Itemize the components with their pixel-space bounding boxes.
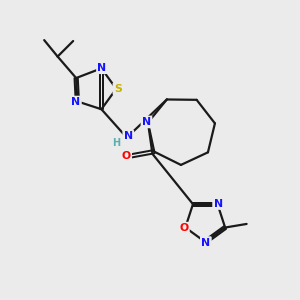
- Text: H: H: [112, 138, 120, 148]
- Text: N: N: [201, 238, 210, 248]
- Text: N: N: [142, 117, 151, 127]
- Text: S: S: [114, 84, 122, 94]
- Text: O: O: [122, 151, 131, 161]
- Text: N: N: [98, 63, 106, 73]
- Text: N: N: [124, 131, 133, 141]
- Text: O: O: [179, 223, 188, 233]
- Text: N: N: [71, 97, 80, 107]
- Text: N: N: [214, 199, 223, 208]
